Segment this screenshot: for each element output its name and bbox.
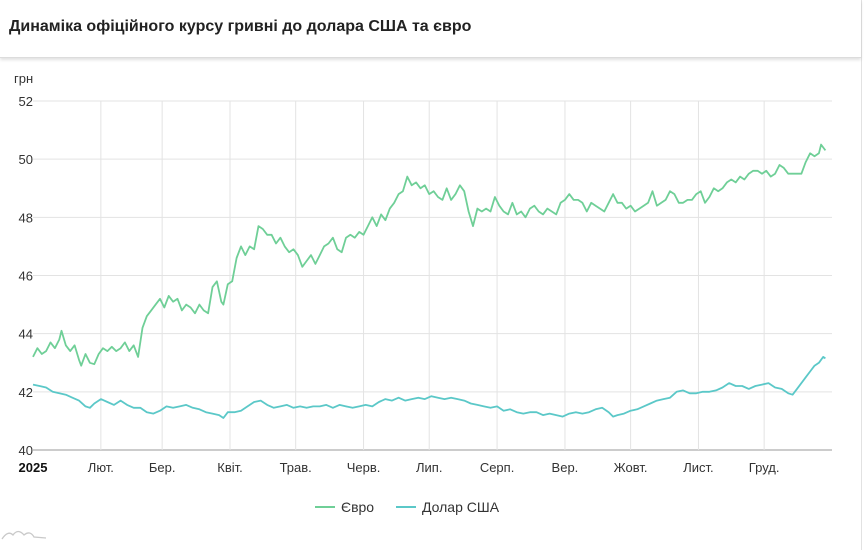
series-line-usd[interactable] <box>32 356 826 419</box>
x-axis-ticks: 2025 Лют. Бер. Квіт. Трав. Черв. Лип. Серп. Вер.… <box>19 460 780 475</box>
watermark-logo-icon <box>1 530 47 540</box>
x-tick-label: Лист. <box>683 460 713 475</box>
legend-label-euro: Євро <box>341 499 374 515</box>
y-tick-label: 42 <box>19 385 33 400</box>
y-tick-label: 48 <box>19 210 33 225</box>
x-tick-label: 2025 <box>19 460 48 475</box>
x-tick-label: Жовт. <box>614 460 648 475</box>
y-tick-label: 52 <box>19 94 33 109</box>
x-tick-label: Груд. <box>749 460 780 475</box>
legend-item-usd[interactable]: Долар США <box>396 499 500 515</box>
y-tick-label: 44 <box>19 327 33 342</box>
y-axis-unit-label: грн <box>14 71 33 86</box>
x-tick-label: Квіт. <box>217 460 243 475</box>
card-header: Динаміка офіційного курсу гривні до дола… <box>0 0 861 58</box>
x-tick-label: Лип. <box>416 460 442 475</box>
x-tick-label: Вер. <box>552 460 579 475</box>
series-lines <box>32 143 827 419</box>
x-tick-label: Лют. <box>88 460 114 475</box>
x-tick-label: Серп. <box>480 460 515 475</box>
y-axis-ticks: 40 42 44 46 48 50 52 <box>19 94 33 458</box>
y-tick-label: 40 <box>19 443 33 458</box>
series-line-euro[interactable] <box>32 143 827 367</box>
chart-title: Динаміка офіційного курсу гривні до дола… <box>9 18 472 35</box>
y-tick-label: 50 <box>19 152 33 167</box>
legend-label-usd: Долар США <box>422 499 500 515</box>
legend[interactable]: Євро Долар США <box>315 499 500 515</box>
grid-lines <box>33 100 832 451</box>
x-tick-label: Черв. <box>347 460 381 475</box>
x-tick-label: Трав. <box>280 460 312 475</box>
exchange-rate-chart: грн 40 42 44 46 48 50 52 2025 Лют. Бер. Квіт. Трав… <box>14 71 832 515</box>
legend-item-euro[interactable]: Євро <box>315 499 374 515</box>
y-tick-label: 46 <box>19 269 33 284</box>
x-tick-label: Бер. <box>149 460 176 475</box>
